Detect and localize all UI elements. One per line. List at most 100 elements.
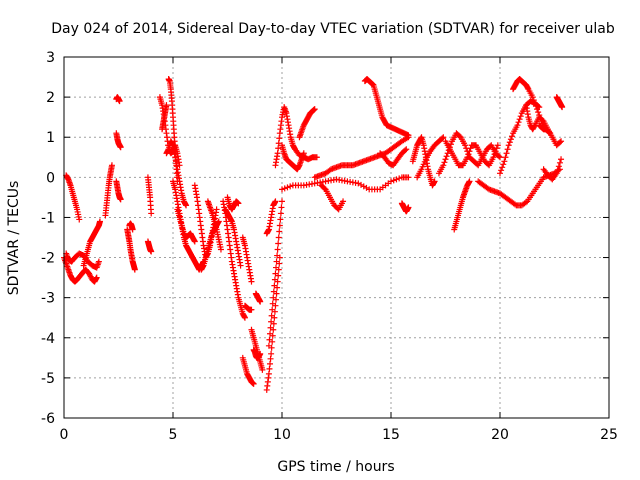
data-point-interp — [439, 135, 446, 142]
data-point — [274, 246, 281, 253]
data-point — [276, 222, 283, 229]
data-point — [117, 144, 124, 151]
series-t10 — [144, 174, 155, 217]
data-point — [117, 196, 124, 203]
series-t3 — [80, 218, 103, 269]
data-point — [313, 154, 320, 161]
data-point — [558, 138, 565, 145]
data-point-interp — [266, 336, 273, 343]
y-tick-label: -6 — [41, 411, 55, 427]
series-t1 — [63, 250, 102, 271]
data-point — [250, 380, 257, 387]
data-point-interp — [530, 97, 537, 104]
data-point-interp — [274, 252, 281, 259]
y-tick-label: 1 — [46, 130, 55, 146]
data-point-interp — [447, 141, 454, 148]
data-point-interp — [276, 228, 283, 235]
series-t30 — [263, 254, 283, 393]
data-point-interp — [493, 145, 500, 152]
data-point — [547, 130, 554, 137]
data-point — [259, 366, 266, 373]
data-point-interp — [443, 153, 450, 160]
series-t44 — [435, 130, 503, 177]
data-point — [497, 170, 503, 177]
data-point-interp — [508, 133, 515, 140]
data-point-interp — [276, 135, 283, 142]
series-t8 — [124, 226, 138, 273]
series-t24 — [239, 234, 255, 285]
data-point — [340, 198, 347, 205]
tick-labels: 0 5 10 15 20 25 -6 -5 -4 -3 -2 -1 0 1 2 3 — [41, 50, 618, 443]
series-t0 — [61, 254, 100, 285]
data-point-interp — [281, 185, 288, 192]
data-point — [558, 156, 565, 163]
data-point-interp — [492, 148, 499, 155]
data-point-interp — [277, 216, 284, 223]
data-point-interp — [517, 113, 524, 120]
data-point-interp — [321, 185, 328, 192]
data-point — [93, 274, 100, 281]
data-point — [131, 266, 138, 273]
data-point — [466, 178, 473, 185]
data-point-interp — [393, 176, 400, 183]
series-t2 — [63, 172, 83, 223]
series-t47 — [475, 166, 563, 209]
data-point-interp — [277, 210, 284, 217]
series-t51 — [536, 122, 554, 137]
data-point — [257, 298, 264, 305]
data-point-interp — [396, 175, 403, 182]
data-point-interp — [499, 164, 506, 171]
data-point-interp — [402, 147, 409, 154]
series-t25 — [241, 302, 255, 313]
data-point — [464, 154, 471, 161]
data-point — [257, 350, 264, 357]
x-tick-label: 0 — [60, 427, 69, 443]
series-t17 — [174, 206, 207, 273]
data-point-interp — [555, 163, 562, 170]
series-t31 — [265, 198, 285, 349]
data-point — [268, 318, 275, 325]
series-t15 — [163, 138, 190, 209]
data-point — [265, 342, 272, 349]
y-tick-label: 0 — [46, 170, 55, 186]
series-t21 — [220, 198, 248, 321]
data-point — [490, 154, 497, 161]
series-t5 — [113, 178, 124, 203]
data-point — [272, 198, 279, 205]
data-point-interp — [511, 201, 518, 208]
series-t37 — [311, 134, 412, 181]
data-point-interp — [390, 177, 397, 184]
data-point — [191, 238, 198, 245]
data-point — [272, 270, 279, 277]
data-point — [116, 98, 123, 105]
series-t41 — [398, 200, 412, 215]
data-point-interp — [535, 109, 542, 116]
data-point-interp — [516, 116, 523, 123]
data-point — [248, 306, 255, 313]
data-point-interp — [273, 264, 280, 271]
data-point — [95, 258, 102, 265]
data-point-interp — [556, 159, 563, 166]
data-point — [505, 142, 512, 149]
series-t42 — [409, 134, 438, 189]
data-point-interp — [442, 156, 449, 163]
data-point-interp — [502, 154, 509, 161]
data-point-interp — [267, 324, 274, 331]
data-point-interp — [267, 330, 274, 337]
data-point — [213, 206, 220, 213]
data-point — [388, 178, 394, 185]
series-t35 — [296, 106, 318, 141]
data-point-interp — [506, 139, 513, 146]
series-t6 — [113, 94, 123, 105]
data-point-interp — [275, 140, 282, 147]
data-point-interp — [465, 151, 472, 158]
y-tick-label: 3 — [46, 50, 55, 66]
series-t23 — [224, 194, 242, 213]
data-point — [501, 158, 508, 165]
series-t43 — [414, 134, 447, 181]
data-point — [279, 186, 285, 193]
plot-frame — [63, 56, 610, 419]
data-point-interp — [275, 145, 282, 152]
data-point — [405, 174, 412, 181]
